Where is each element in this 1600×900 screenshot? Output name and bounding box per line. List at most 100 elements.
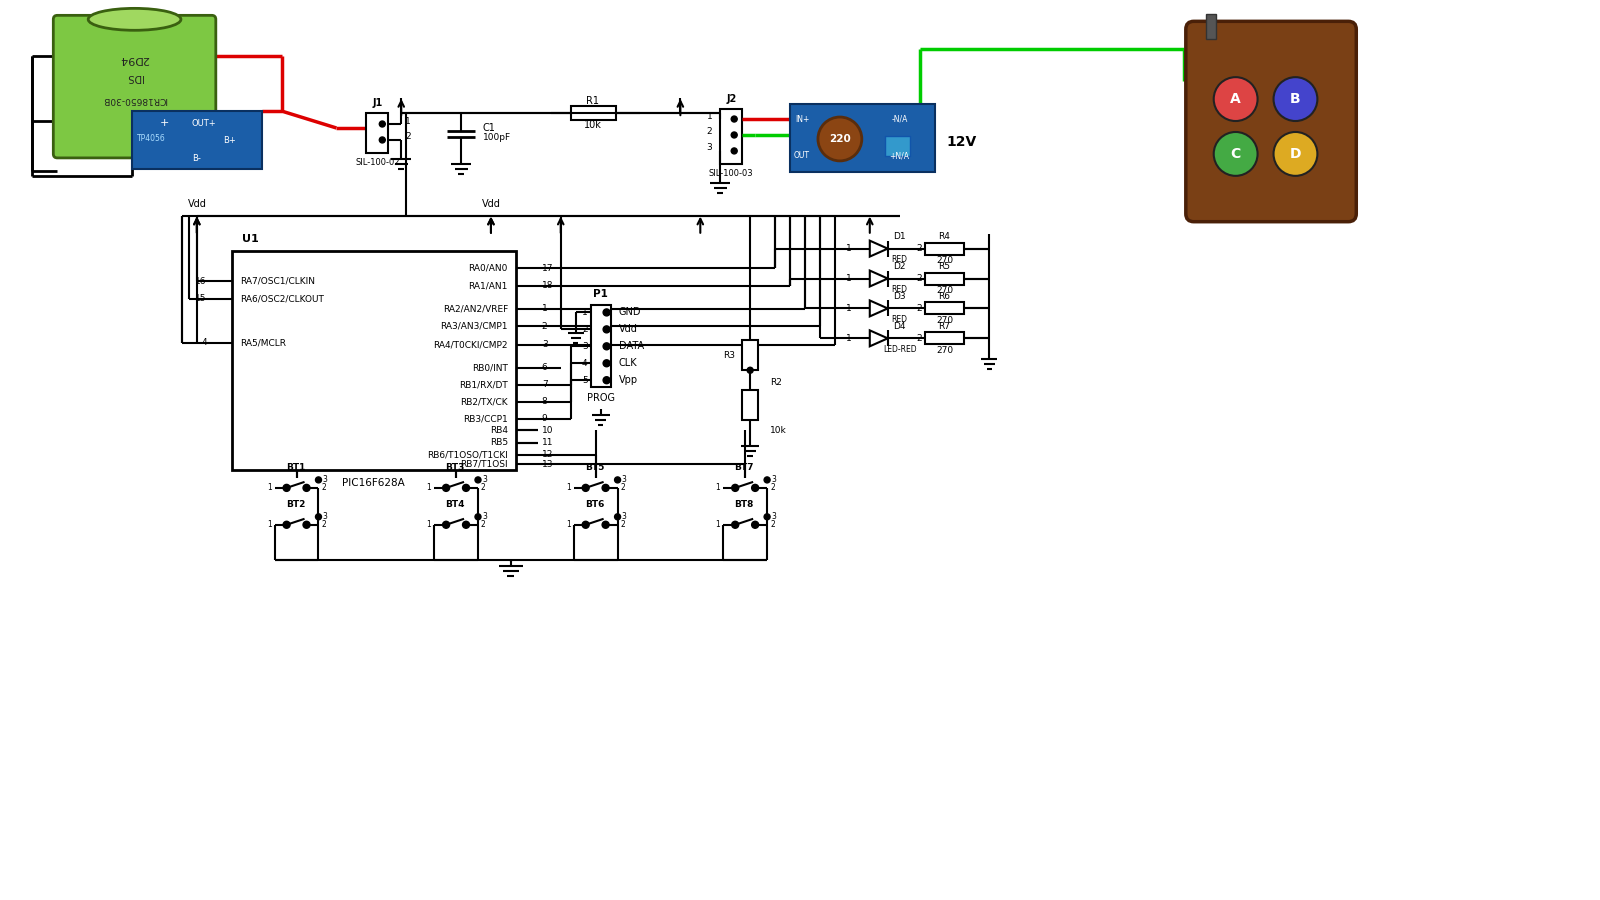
Text: 2: 2 — [621, 483, 626, 492]
Text: RA4/T0CKI/CMP2: RA4/T0CKI/CMP2 — [434, 340, 507, 349]
Text: 1: 1 — [846, 304, 851, 313]
Bar — [742, 340, 758, 370]
Text: R2: R2 — [770, 378, 782, 387]
Circle shape — [818, 117, 862, 161]
Text: 3: 3 — [482, 475, 486, 484]
Text: A: A — [1230, 92, 1242, 106]
Text: RA3/AN3/CMP1: RA3/AN3/CMP1 — [440, 322, 507, 331]
Text: B+: B+ — [222, 137, 235, 146]
Text: U1: U1 — [242, 234, 259, 244]
Circle shape — [1214, 132, 1258, 176]
Text: 2: 2 — [707, 128, 712, 137]
Circle shape — [752, 521, 758, 528]
Text: J1: J1 — [373, 98, 382, 108]
Text: RA0/AN0: RA0/AN0 — [469, 264, 507, 273]
Text: ICR18650-30B: ICR18650-30B — [102, 94, 166, 104]
Text: 1: 1 — [846, 274, 851, 283]
Text: 2: 2 — [770, 520, 774, 529]
Text: 270: 270 — [936, 346, 954, 355]
Text: 5: 5 — [582, 375, 587, 384]
Text: 9: 9 — [542, 414, 547, 423]
Text: 16: 16 — [195, 277, 206, 286]
Text: RB6/T1OSO/T1CKI: RB6/T1OSO/T1CKI — [427, 450, 507, 459]
Polygon shape — [870, 240, 888, 256]
Text: BT7: BT7 — [734, 464, 754, 472]
Bar — [366, 113, 389, 153]
Circle shape — [765, 477, 770, 483]
Text: RED: RED — [891, 285, 907, 294]
Circle shape — [302, 521, 310, 528]
Text: 1: 1 — [707, 112, 712, 121]
Text: D3: D3 — [893, 292, 906, 301]
Text: RED: RED — [891, 315, 907, 324]
Text: 2: 2 — [322, 483, 326, 492]
Circle shape — [443, 521, 450, 528]
Text: B-: B- — [192, 155, 202, 164]
Polygon shape — [870, 301, 888, 317]
Circle shape — [462, 484, 469, 491]
Text: 3: 3 — [542, 340, 547, 349]
Bar — [232, 250, 515, 470]
Bar — [720, 109, 742, 164]
Text: 2: 2 — [915, 274, 922, 283]
Text: Vdd: Vdd — [187, 199, 206, 209]
Text: 2: 2 — [322, 520, 326, 529]
Text: R6: R6 — [939, 292, 950, 301]
Circle shape — [602, 484, 610, 491]
Text: 18: 18 — [542, 281, 554, 290]
Text: 1: 1 — [405, 116, 411, 125]
Text: 1: 1 — [426, 520, 430, 529]
Text: BT5: BT5 — [586, 464, 605, 472]
Text: OUT+: OUT+ — [190, 119, 216, 128]
Bar — [571, 106, 616, 120]
Text: RB0/INT: RB0/INT — [472, 364, 507, 373]
Circle shape — [379, 137, 386, 143]
Text: 3: 3 — [707, 143, 712, 152]
Bar — [885, 136, 910, 156]
Circle shape — [283, 521, 290, 528]
Text: 12V: 12V — [947, 135, 976, 149]
Text: 10k: 10k — [584, 120, 602, 130]
Circle shape — [747, 367, 754, 374]
Text: B: B — [1290, 92, 1301, 106]
Text: 13: 13 — [542, 460, 554, 469]
Text: 2: 2 — [915, 334, 922, 343]
Circle shape — [1274, 77, 1317, 121]
Text: D: D — [1290, 147, 1301, 161]
Text: 2: 2 — [770, 483, 774, 492]
Text: 270: 270 — [936, 316, 954, 325]
Text: 1: 1 — [582, 308, 587, 317]
Polygon shape — [870, 330, 888, 346]
Text: 17: 17 — [542, 264, 554, 273]
Text: 2: 2 — [582, 325, 587, 334]
Circle shape — [752, 484, 758, 491]
Text: SIL-100-03: SIL-100-03 — [709, 169, 754, 178]
Text: R4: R4 — [939, 232, 950, 241]
Text: 10: 10 — [542, 426, 554, 435]
Text: OUT: OUT — [794, 151, 810, 160]
Text: 11: 11 — [542, 438, 554, 447]
Text: TP4056: TP4056 — [138, 134, 166, 143]
Circle shape — [731, 116, 738, 122]
Circle shape — [443, 484, 450, 491]
Text: +N/A: +N/A — [890, 151, 910, 160]
Circle shape — [582, 521, 589, 528]
Text: 1: 1 — [846, 244, 851, 253]
Text: BT8: BT8 — [734, 500, 754, 509]
Text: 4: 4 — [582, 359, 587, 368]
Text: Vpp: Vpp — [619, 375, 638, 385]
Circle shape — [602, 521, 610, 528]
Text: 12: 12 — [542, 450, 554, 459]
Circle shape — [582, 484, 589, 491]
Text: 1: 1 — [267, 483, 272, 492]
Circle shape — [475, 514, 482, 520]
Polygon shape — [870, 271, 888, 286]
Text: 15: 15 — [195, 294, 206, 303]
Bar — [590, 305, 611, 387]
Bar — [925, 273, 965, 284]
Circle shape — [731, 484, 739, 491]
Bar — [925, 332, 965, 345]
Text: RA7/OSC1/CLKIN: RA7/OSC1/CLKIN — [240, 277, 315, 286]
Circle shape — [315, 477, 322, 483]
Circle shape — [765, 514, 770, 520]
